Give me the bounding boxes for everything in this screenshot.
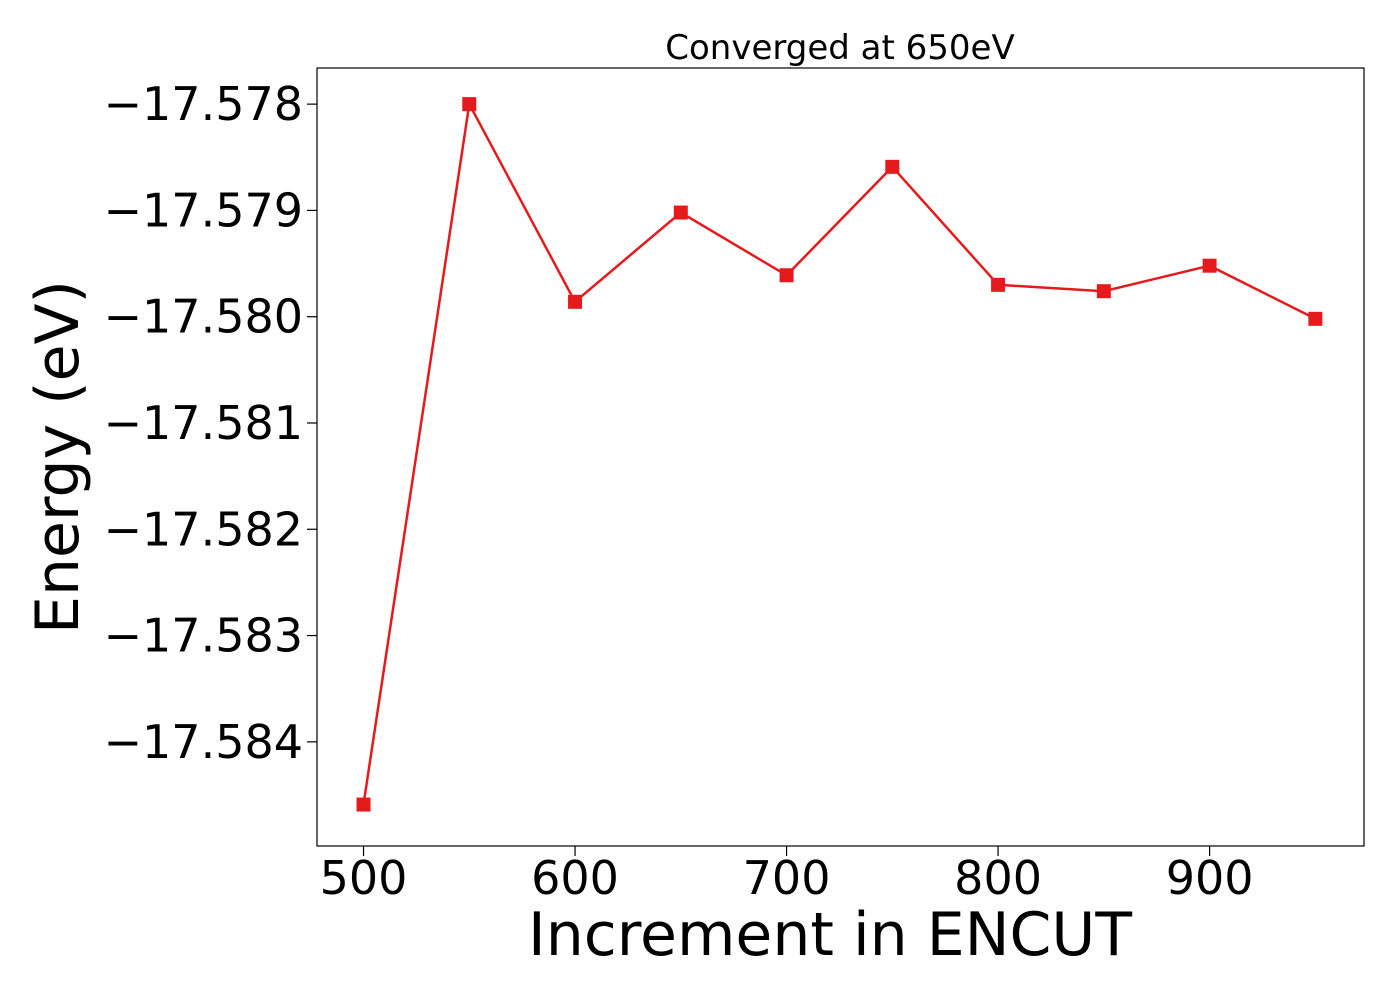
y-tick-label: −17.578 [104, 77, 304, 131]
x-tick-label: 500 [320, 851, 408, 905]
data-point-marker [885, 159, 900, 174]
data-point-marker [462, 97, 477, 112]
y-tick-label: −17.583 [104, 609, 304, 663]
data-point-marker [1096, 284, 1111, 299]
series-line [362, 100, 1316, 805]
data-point-marker [1202, 258, 1217, 273]
y-tick-label: −17.582 [104, 502, 304, 556]
y-tick-label: −17.580 [104, 290, 304, 344]
data-point-marker [1308, 311, 1323, 326]
y-tick-label: −17.584 [104, 715, 304, 769]
data-point-marker [568, 294, 583, 309]
y-tick-label: −17.579 [104, 183, 304, 237]
data-point-marker [356, 797, 371, 812]
chart-title: Converged at 650eV [665, 28, 1014, 68]
x-tick-label: 700 [743, 851, 831, 905]
y-axis-label: Energy (eV) [23, 280, 93, 634]
plot-frame [316, 67, 1365, 847]
y-axis-ticks: −17.578 −17.579 −17.580 −17.581 −17.582 −17.5… [104, 77, 317, 769]
series-group [356, 97, 1323, 812]
data-point-marker [991, 277, 1006, 292]
data-point-marker [779, 268, 794, 283]
y-tick-label: −17.581 [104, 396, 304, 450]
x-axis-ticks: 500 600 700 800 900 [320, 846, 1254, 905]
x-tick-label: 900 [1166, 851, 1254, 905]
x-tick-label: 600 [531, 851, 619, 905]
x-axis-label: Increment in ENCUT [528, 900, 1132, 970]
data-point-marker [673, 205, 688, 220]
x-tick-label: 800 [954, 851, 1042, 905]
